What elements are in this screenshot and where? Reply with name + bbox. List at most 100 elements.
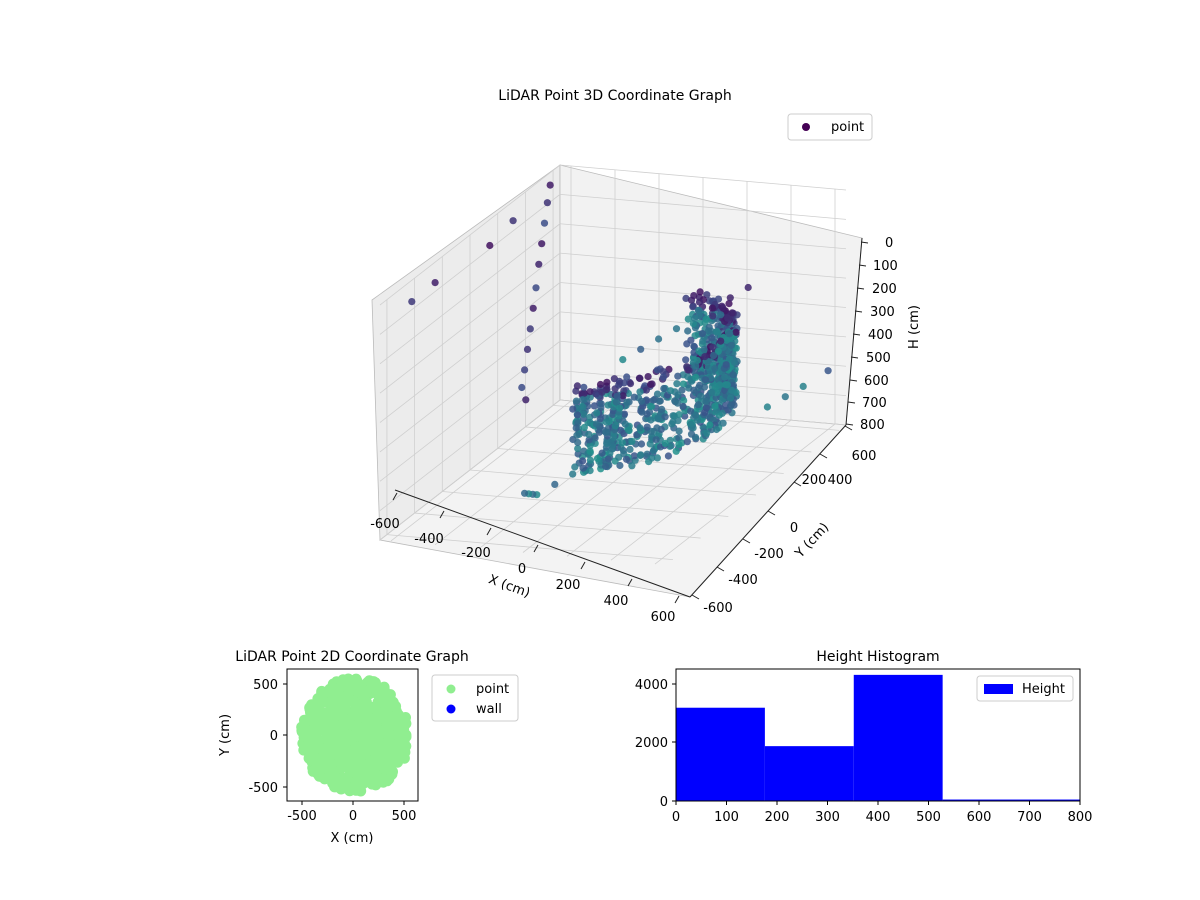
scatter-point bbox=[708, 304, 717, 312]
z-ticks-3d: 0 100 200 300 400 500 600 700 800 bbox=[845, 236, 898, 433]
scatter-point bbox=[636, 388, 644, 396]
grid-line bbox=[379, 370, 561, 511]
scatter-point bbox=[579, 457, 587, 465]
scatter-point bbox=[727, 341, 736, 349]
x-tick-mark bbox=[533, 544, 539, 553]
scatter-point bbox=[712, 394, 720, 402]
scatter-point bbox=[690, 342, 698, 350]
scatter-point bbox=[646, 440, 654, 448]
histogram-bar bbox=[764, 746, 854, 801]
y-tick-label: -200 bbox=[754, 547, 784, 562]
scatter-point bbox=[719, 419, 727, 427]
y-tick-label: 500 bbox=[253, 678, 278, 693]
z-tick-label: 300 bbox=[870, 305, 895, 320]
scatter-point bbox=[725, 300, 733, 308]
scatter-point bbox=[687, 430, 696, 438]
scatter-point bbox=[586, 388, 594, 396]
scatter-point bbox=[392, 739, 404, 751]
x-tick-label: 200 bbox=[765, 810, 790, 825]
x-tick-label: 400 bbox=[604, 594, 629, 609]
scatter-point bbox=[300, 730, 311, 742]
scatter-point bbox=[717, 311, 725, 319]
scatter-point bbox=[708, 388, 716, 396]
scatter-point bbox=[711, 402, 719, 410]
grid-line bbox=[559, 282, 847, 308]
scatter-point bbox=[690, 314, 699, 322]
scatter-point bbox=[598, 388, 606, 396]
x-tick-label: 0 bbox=[672, 810, 680, 825]
x-tick-mark bbox=[486, 527, 492, 536]
scatter-point bbox=[687, 420, 695, 428]
scatter-point bbox=[696, 288, 704, 296]
legend-2d-label-wall: wall bbox=[476, 702, 502, 717]
scatter-point bbox=[697, 392, 705, 400]
y-tick-label: -500 bbox=[248, 781, 278, 796]
x-axis-label-2d: X (cm) bbox=[331, 831, 374, 846]
points-3d bbox=[408, 181, 832, 499]
scatter-point bbox=[704, 363, 713, 371]
scatter-point bbox=[726, 330, 734, 338]
scatter-point bbox=[345, 719, 357, 731]
scatter-point bbox=[431, 279, 439, 287]
scatter-point bbox=[709, 312, 717, 320]
scatter-2d-chart: LiDAR Point 2D Coordinate Graph -500 0 5… bbox=[218, 649, 519, 846]
scatter-point bbox=[687, 407, 695, 415]
scatter-point bbox=[626, 445, 634, 453]
scatter-point bbox=[703, 429, 711, 437]
scatter-point bbox=[390, 715, 402, 727]
scatter-point bbox=[580, 383, 588, 391]
scatter-point bbox=[585, 430, 593, 438]
scatter-point bbox=[692, 373, 700, 381]
z-tick-mark bbox=[852, 333, 861, 336]
scatter-point bbox=[672, 447, 680, 455]
scatter-point bbox=[670, 412, 678, 420]
scatter-point bbox=[377, 752, 389, 764]
scatter-point bbox=[604, 455, 612, 463]
scatter-point bbox=[573, 411, 582, 419]
scatter-point bbox=[684, 315, 692, 323]
scatter-point bbox=[330, 728, 342, 740]
scatter-point bbox=[332, 705, 343, 717]
scatter-point bbox=[667, 387, 675, 395]
legend-2d-marker-point bbox=[446, 684, 456, 694]
grid-line bbox=[654, 423, 836, 565]
scatter-point bbox=[728, 309, 736, 317]
y-ticks-2d: 500 0 -500 bbox=[248, 678, 287, 796]
scatter-point bbox=[593, 454, 602, 463]
scatter-point bbox=[595, 428, 603, 436]
scatter-point bbox=[616, 404, 624, 412]
z-tick-label: 800 bbox=[860, 418, 885, 433]
scatter-point bbox=[692, 411, 700, 419]
scatter-point bbox=[658, 405, 666, 413]
scatter-point bbox=[679, 380, 688, 388]
histogram-chart: Height Histogram 0 100 200 300 400 500 600 700 8… bbox=[635, 649, 1093, 825]
scatter-point bbox=[597, 400, 605, 408]
scatter-point bbox=[719, 304, 727, 312]
scatter-point bbox=[592, 420, 601, 428]
scatter-point bbox=[585, 436, 593, 444]
scatter-point bbox=[535, 260, 543, 268]
grid-line bbox=[379, 223, 561, 365]
y-tick-mark bbox=[716, 566, 725, 572]
scatter-point bbox=[684, 366, 692, 374]
scatter-point bbox=[572, 397, 581, 405]
scatter-point bbox=[363, 675, 375, 687]
scatter-point bbox=[590, 402, 599, 410]
scatter-point bbox=[322, 763, 334, 775]
grid-line bbox=[379, 252, 561, 394]
scatter-point bbox=[579, 403, 587, 411]
y-tick-label: 0 bbox=[660, 795, 668, 810]
scatter-point bbox=[693, 356, 702, 365]
scatter-point bbox=[521, 366, 529, 374]
scatter-point bbox=[521, 489, 529, 497]
scatter-point bbox=[731, 358, 739, 367]
grid-line bbox=[559, 164, 847, 191]
scatter-point bbox=[579, 464, 587, 472]
scatter-point bbox=[373, 707, 385, 719]
scatter-point bbox=[648, 454, 656, 462]
scatter-point bbox=[696, 381, 704, 389]
x-tick-label: 400 bbox=[866, 810, 891, 825]
scatter-point bbox=[354, 700, 366, 712]
scatter-point bbox=[648, 380, 656, 388]
x-tick-label: 600 bbox=[651, 610, 676, 625]
